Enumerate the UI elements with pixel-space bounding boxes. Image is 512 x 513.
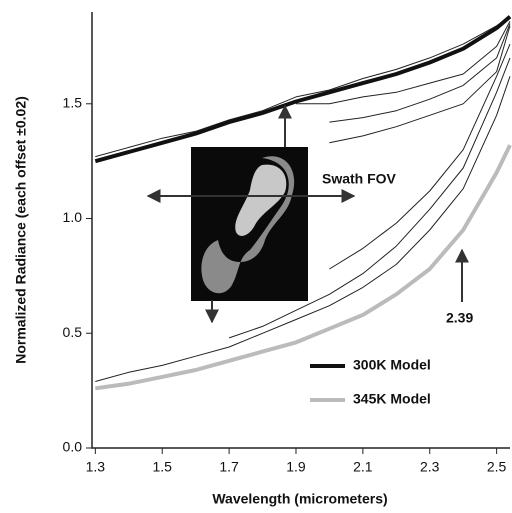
- model-line: [94, 15, 512, 164]
- y-tick-label: 1.0: [63, 209, 83, 225]
- x-tick-label: 2.1: [353, 459, 373, 475]
- x-tick-label: 1.9: [286, 459, 306, 475]
- plot-area: 0.0 0.5 1.0 1.5 1.3 1.5 1.7 1.9 2.1 2.3 2.5: [63, 12, 512, 475]
- spectrum-line: [228, 57, 511, 339]
- x-tick-label: 2.3: [420, 459, 440, 475]
- annotation: Swath FOV: [322, 171, 397, 187]
- legend-label: 300K Model: [353, 357, 431, 373]
- spectrum-line: [296, 20, 511, 105]
- arrows: [146, 104, 469, 324]
- annotation: 2.39: [446, 310, 473, 326]
- spectrum-line: [329, 25, 511, 144]
- legend-label: 345K Model: [353, 391, 431, 407]
- x-axis-title: Wavelength (micrometers): [212, 491, 387, 507]
- y-tick-label: 0.5: [63, 324, 83, 340]
- x-tick-label: 1.3: [86, 459, 106, 475]
- x-tick-label: 1.5: [152, 459, 172, 475]
- x-tick-label: 2.5: [487, 459, 507, 475]
- spectrum-line: [329, 43, 511, 270]
- model-line: [95, 144, 512, 391]
- spectrum-line: [95, 16, 511, 158]
- inset-image: [191, 147, 308, 301]
- y-tick-label: 0.0: [63, 439, 83, 455]
- x-tick-label: 1.7: [219, 459, 239, 475]
- spectrum-line: [329, 23, 511, 123]
- y-tick-label: 1.5: [63, 94, 83, 110]
- spectrum-line: [95, 76, 511, 382]
- y-axis-title: Normalized Radiance (each offset ±0.02): [13, 96, 29, 364]
